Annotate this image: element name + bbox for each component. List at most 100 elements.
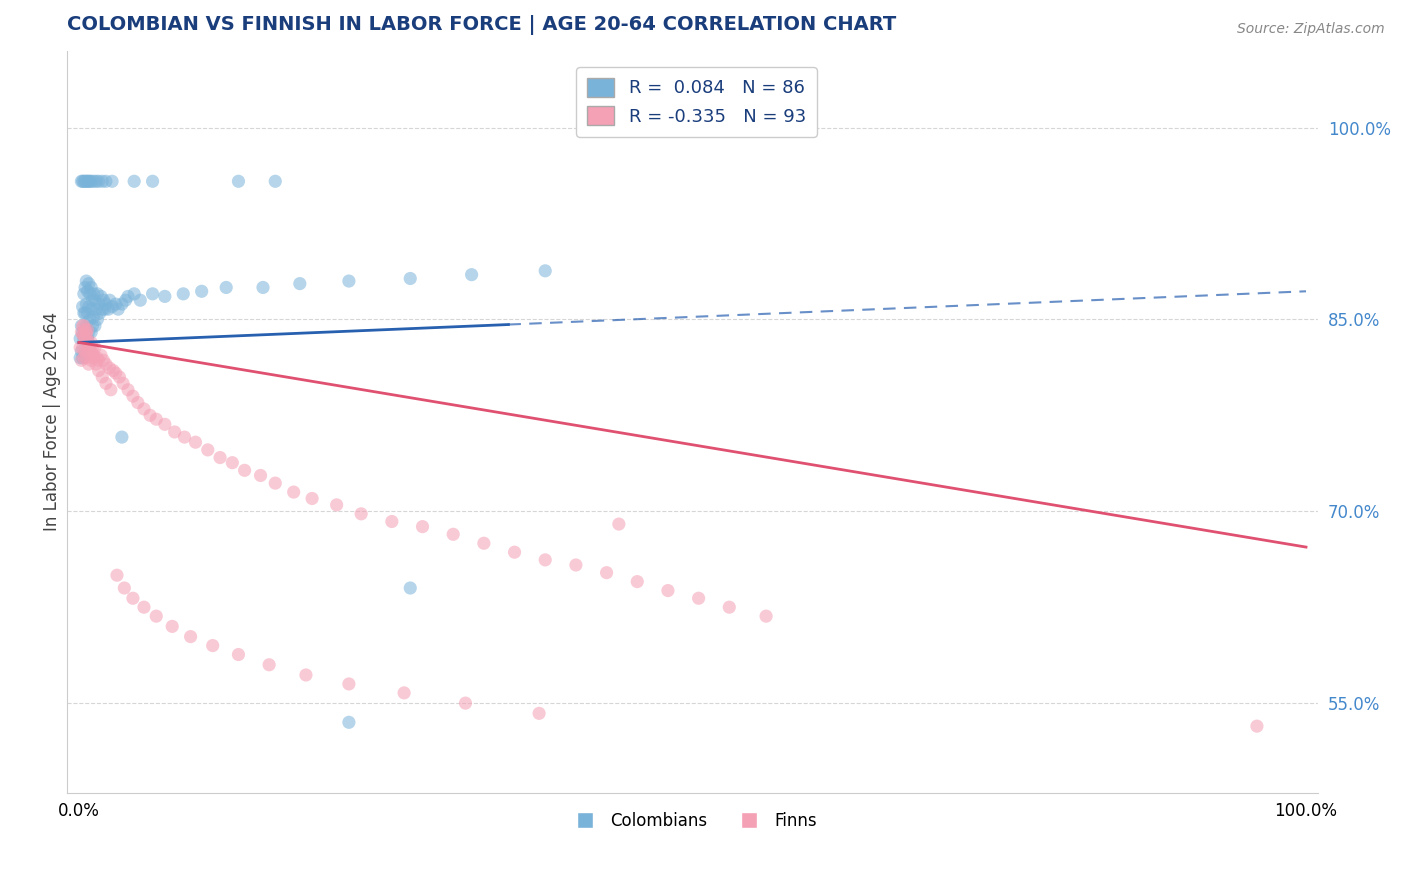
Point	[83, 174, 105, 188]
Point	[228, 648, 250, 662]
Point	[75, 174, 97, 188]
Point	[381, 515, 404, 529]
Point	[93, 293, 115, 308]
Point	[80, 344, 103, 359]
Point	[79, 341, 101, 355]
Point	[83, 293, 105, 308]
Point	[80, 174, 103, 188]
Point	[69, 341, 91, 355]
Point	[108, 370, 131, 384]
Point	[73, 327, 96, 342]
Point	[215, 280, 238, 294]
Point	[264, 476, 287, 491]
Point	[69, 351, 91, 365]
Point	[252, 280, 274, 294]
Point	[80, 280, 103, 294]
Point	[86, 286, 108, 301]
Point	[72, 325, 94, 339]
Point	[132, 600, 155, 615]
Point	[105, 568, 128, 582]
Point	[75, 325, 97, 339]
Point	[107, 302, 129, 317]
Point	[77, 335, 100, 350]
Point	[72, 351, 94, 365]
Point	[75, 306, 97, 320]
Point	[84, 302, 107, 317]
Point	[160, 619, 183, 633]
Point	[112, 376, 135, 391]
Point	[112, 581, 135, 595]
Point	[73, 318, 96, 333]
Point	[626, 574, 648, 589]
Point	[104, 366, 127, 380]
Point	[145, 412, 167, 426]
Point	[172, 286, 194, 301]
Point	[77, 341, 100, 355]
Point	[77, 300, 100, 314]
Point	[688, 591, 710, 606]
Point	[73, 306, 96, 320]
Point	[295, 668, 318, 682]
Point	[337, 677, 360, 691]
Point	[69, 332, 91, 346]
Point	[228, 174, 250, 188]
Point	[76, 174, 98, 188]
Point	[79, 174, 101, 188]
Point	[93, 353, 115, 368]
Point	[350, 507, 373, 521]
Point	[75, 318, 97, 333]
Point	[460, 268, 482, 282]
Point	[75, 327, 97, 342]
Point	[201, 639, 224, 653]
Point	[75, 344, 97, 359]
Point	[72, 318, 94, 333]
Point	[122, 286, 145, 301]
Point	[82, 341, 104, 355]
Point	[325, 498, 347, 512]
Point	[264, 174, 287, 188]
Point	[527, 706, 550, 721]
Point	[90, 348, 112, 362]
Point	[76, 344, 98, 359]
Point	[595, 566, 617, 580]
Point	[122, 389, 145, 403]
Point	[337, 715, 360, 730]
Point	[87, 297, 110, 311]
Point	[89, 306, 111, 320]
Point	[80, 353, 103, 368]
Point	[718, 600, 741, 615]
Point	[98, 293, 121, 308]
Point	[82, 293, 104, 308]
Point	[75, 297, 97, 311]
Point	[83, 286, 105, 301]
Point	[153, 417, 176, 432]
Y-axis label: In Labor Force | Age 20-64: In Labor Force | Age 20-64	[44, 312, 60, 532]
Point	[77, 174, 100, 188]
Point	[82, 318, 104, 333]
Point	[76, 332, 98, 346]
Point	[100, 383, 122, 397]
Point	[76, 306, 98, 320]
Point	[70, 318, 93, 333]
Point	[399, 271, 422, 285]
Point	[80, 335, 103, 350]
Point	[86, 312, 108, 326]
Point	[755, 609, 778, 624]
Point	[75, 351, 97, 365]
Point	[534, 553, 557, 567]
Point	[111, 297, 134, 311]
Point	[70, 174, 93, 188]
Point	[90, 289, 112, 303]
Point	[97, 302, 120, 317]
Point	[122, 591, 145, 606]
Point	[91, 174, 114, 188]
Point	[94, 297, 117, 311]
Point	[441, 527, 464, 541]
Point	[142, 174, 165, 188]
Point	[84, 174, 107, 188]
Point	[77, 277, 100, 291]
Point	[288, 277, 311, 291]
Point	[76, 335, 98, 350]
Point	[114, 293, 136, 308]
Point	[104, 297, 127, 311]
